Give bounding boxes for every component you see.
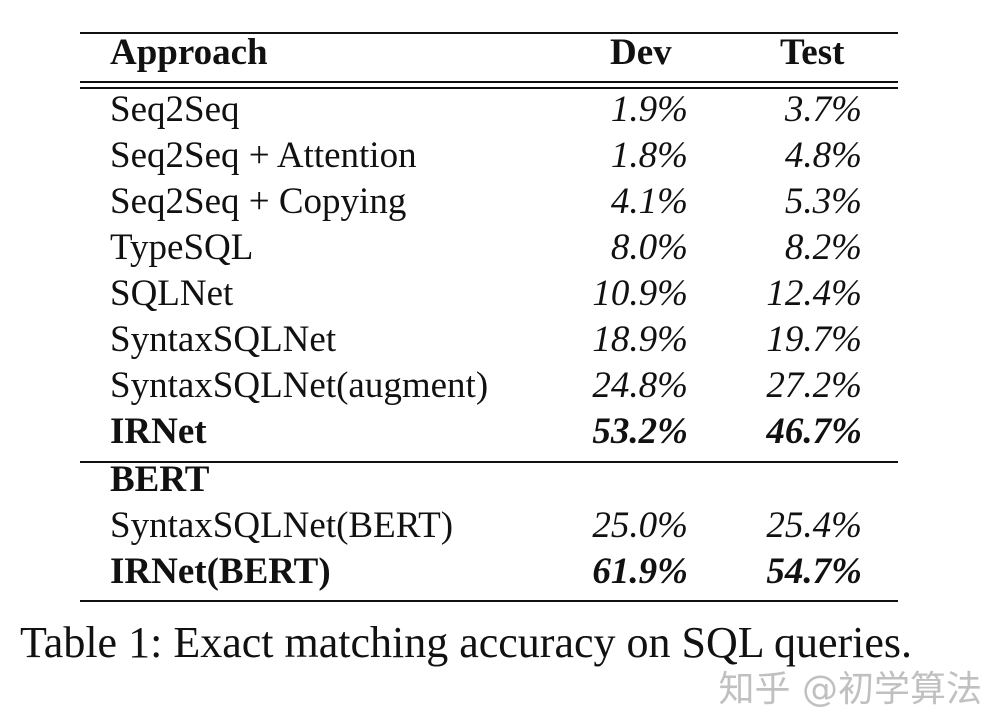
cell-test: 12.4% — [766, 273, 862, 314]
cell-dev: 1.8% — [610, 135, 688, 176]
cell-test: 27.2% — [766, 365, 862, 406]
header-approach: Approach — [110, 32, 268, 73]
table-row: SyntaxSQLNet(augment) 24.8% 27.2% — [80, 363, 898, 409]
table-row: IRNet(BERT) 61.9% 54.7% — [80, 549, 898, 595]
cell-dev: 18.9% — [592, 319, 688, 360]
cell-approach: IRNet(BERT) — [110, 551, 331, 592]
cell-test: 4.8% — [784, 135, 862, 176]
table-row: SQLNet 10.9% 12.4% — [80, 271, 898, 317]
bert-rule — [80, 461, 898, 463]
header-rule-1 — [80, 81, 898, 83]
cell-dev: 10.9% — [592, 273, 688, 314]
cell-dev: 24.8% — [592, 365, 688, 406]
cell-approach: Seq2Seq + Attention — [110, 135, 417, 176]
cell-approach: SyntaxSQLNet(augment) — [110, 365, 489, 406]
cell-dev: 25.0% — [592, 505, 688, 546]
bottom-rule — [80, 600, 898, 602]
cell-test: 5.3% — [784, 181, 862, 222]
cell-test: 25.4% — [766, 505, 862, 546]
table-row: TypeSQL 8.0% 8.2% — [80, 225, 898, 271]
header-row: Approach Dev Test — [80, 30, 898, 76]
cell-dev: 1.9% — [610, 89, 688, 130]
cell-approach: Seq2Seq — [110, 89, 240, 130]
cell-test: 3.7% — [784, 89, 862, 130]
cell-approach: Seq2Seq + Copying — [110, 181, 407, 222]
cell-test: 54.7% — [766, 551, 862, 592]
cell-test: 8.2% — [784, 227, 862, 268]
table-caption: Table 1: Exact matching accuracy on SQL … — [20, 618, 913, 667]
header-rule-2 — [80, 87, 898, 89]
cell-dev: 8.0% — [610, 227, 688, 268]
cell-test: 19.7% — [766, 319, 862, 360]
table-row: SyntaxSQLNet 18.9% 19.7% — [80, 317, 898, 363]
top-rule — [80, 32, 898, 34]
cell-test: 46.7% — [766, 411, 862, 452]
table-row: SyntaxSQLNet(BERT) 25.0% 25.4% — [80, 503, 898, 549]
table-row: Seq2Seq 1.9% 3.7% — [80, 87, 898, 133]
section-label-bert: BERT — [80, 457, 898, 503]
table-row: Seq2Seq + Attention 1.8% 4.8% — [80, 133, 898, 179]
header-test: Test — [780, 32, 845, 73]
cell-approach: TypeSQL — [110, 227, 254, 268]
cell-approach: SQLNet — [110, 273, 234, 314]
cell-dev: 53.2% — [592, 411, 688, 452]
header-dev: Dev — [610, 32, 672, 73]
cell-dev: 61.9% — [592, 551, 688, 592]
cell-approach: SyntaxSQLNet(BERT) — [110, 505, 454, 546]
cell-approach: SyntaxSQLNet — [110, 319, 337, 360]
cell-dev: 4.1% — [610, 181, 688, 222]
table-row: Seq2Seq + Copying 4.1% 5.3% — [80, 179, 898, 225]
cell-approach: IRNet — [110, 411, 207, 452]
section-label-text: BERT — [110, 459, 210, 500]
watermark: 知乎 @初学算法 — [718, 669, 982, 710]
table-row: IRNet 53.2% 46.7% — [80, 409, 898, 455]
